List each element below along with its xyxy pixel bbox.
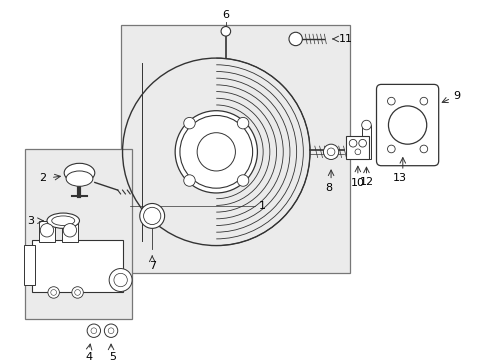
Text: 11: 11: [338, 34, 352, 44]
Circle shape: [72, 287, 83, 298]
Circle shape: [323, 144, 338, 159]
Circle shape: [48, 287, 59, 298]
Text: 5: 5: [109, 352, 116, 360]
Bar: [346, 136, 368, 158]
Text: 3: 3: [27, 216, 35, 226]
Circle shape: [183, 117, 195, 129]
Text: 9: 9: [452, 91, 459, 102]
Ellipse shape: [288, 32, 302, 46]
Text: 12: 12: [359, 177, 373, 188]
Circle shape: [109, 269, 132, 292]
Circle shape: [221, 27, 230, 36]
Bar: [39, 221, 55, 242]
Circle shape: [183, 175, 195, 186]
Circle shape: [237, 175, 248, 186]
Circle shape: [180, 116, 252, 188]
Text: 2: 2: [39, 173, 46, 183]
FancyBboxPatch shape: [376, 84, 438, 166]
Text: 4: 4: [85, 352, 92, 360]
Text: 6: 6: [222, 10, 229, 20]
Circle shape: [40, 224, 54, 237]
Bar: [24, 245, 36, 285]
Text: 1: 1: [259, 201, 266, 211]
Bar: [32, 240, 122, 292]
Bar: [121, 24, 349, 273]
Circle shape: [104, 324, 118, 337]
Text: 7: 7: [148, 261, 156, 271]
Bar: [62, 221, 78, 242]
Circle shape: [87, 324, 101, 337]
Ellipse shape: [64, 163, 95, 183]
Circle shape: [237, 117, 248, 129]
Text: 10: 10: [350, 179, 364, 188]
Bar: [25, 149, 132, 319]
Text: 8: 8: [325, 183, 332, 193]
Circle shape: [175, 111, 257, 193]
Ellipse shape: [47, 213, 80, 228]
Circle shape: [140, 203, 164, 228]
Text: 13: 13: [392, 173, 406, 183]
Ellipse shape: [66, 171, 93, 186]
Circle shape: [63, 224, 77, 237]
Bar: [361, 125, 370, 159]
Ellipse shape: [52, 216, 75, 225]
Circle shape: [361, 120, 370, 130]
Circle shape: [387, 106, 426, 144]
